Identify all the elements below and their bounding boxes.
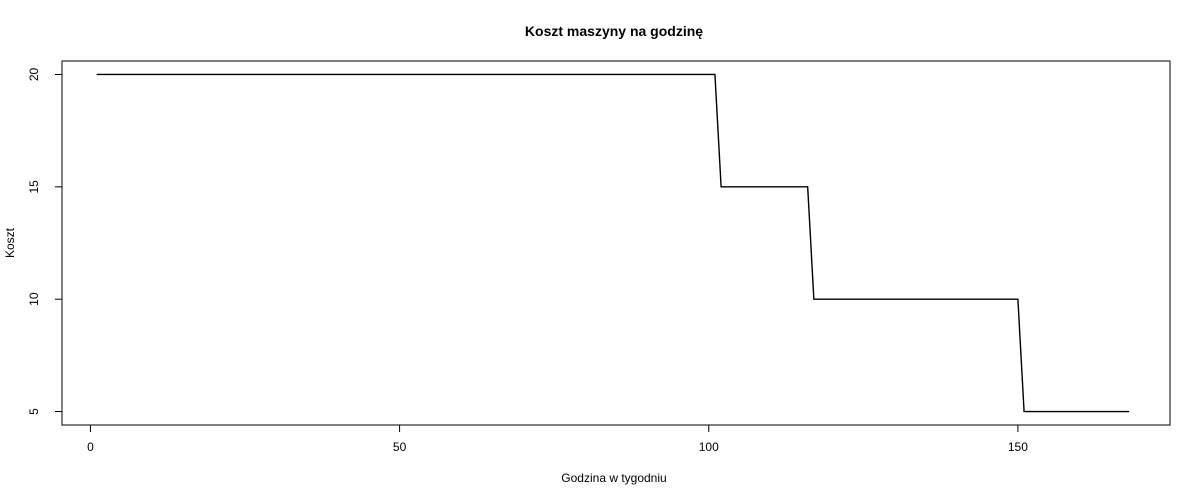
x-tick-label: 150 [1008, 440, 1028, 454]
x-axis: 0 50 100 150 [87, 424, 1028, 454]
series-line [96, 73, 1130, 413]
x-tick-label: 100 [699, 440, 719, 454]
y-tick-label: 10 [27, 292, 41, 306]
x-tick-label: 50 [393, 440, 407, 454]
y-tick-label: 5 [27, 408, 41, 415]
x-tick-label: 0 [87, 440, 94, 454]
y-tick-label: 20 [27, 67, 41, 81]
y-axis: 5 10 15 20 [27, 67, 63, 415]
series-layer [96, 73, 1130, 413]
y-tick-label: 15 [27, 180, 41, 194]
chart-title: Koszt maszyny na godzinę [525, 23, 703, 39]
y-axis-label: Koszt [3, 227, 17, 258]
x-axis-label: Godzina w tygodniu [561, 471, 666, 485]
plot-area-frame [61, 60, 1171, 426]
